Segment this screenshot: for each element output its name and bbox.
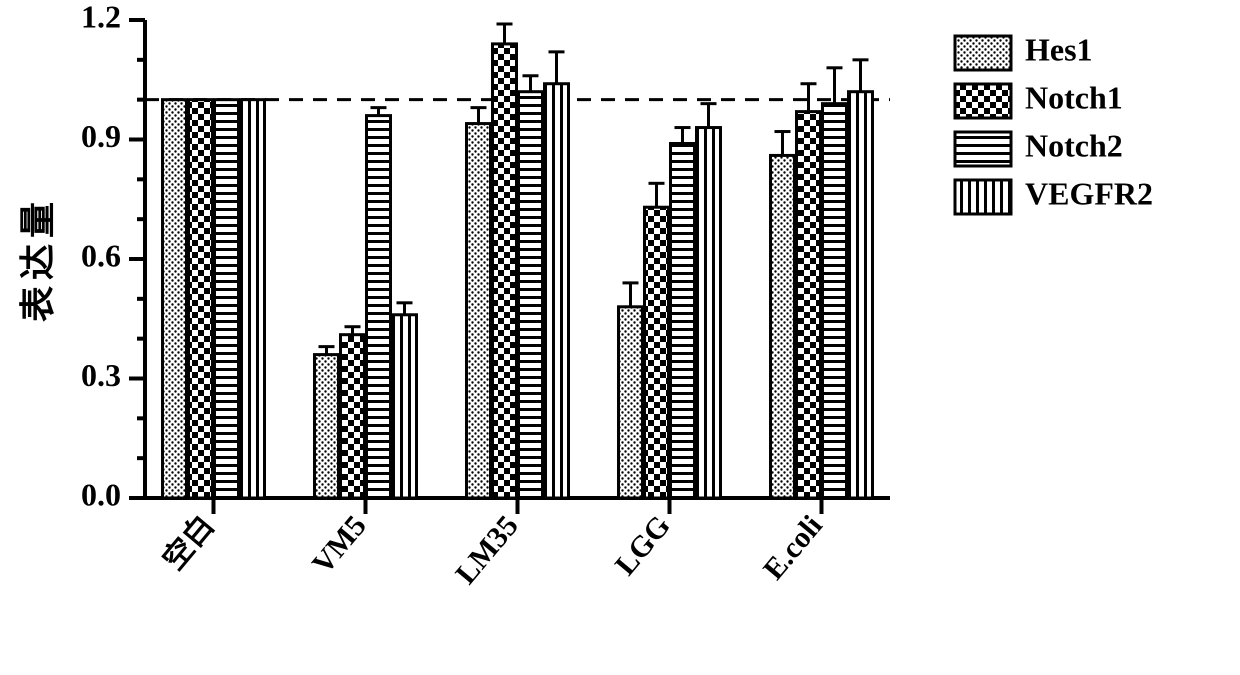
bar-chart: 0.0 0.3 0.6 0.9 1.2 表达量空白 VM5 LM35 LGG E.coli Hes1…	[0, 0, 1240, 675]
legend-swatch-Notch1	[955, 84, 1011, 118]
bar-VEGFR2	[545, 84, 569, 498]
axes: 0.0 0.3 0.6 0.9 1.2 表达量空白 VM5 LM35 LGG E.coli	[18, 0, 890, 591]
legend-swatch-Notch2	[955, 132, 1011, 166]
bar-Notch1	[645, 207, 669, 498]
bar-Notch2	[215, 100, 239, 498]
bar-Hes1	[467, 124, 491, 498]
y-tick-label: 0.9	[81, 118, 121, 154]
y-tick-label: 0.0	[81, 476, 121, 512]
x-tick-label: LM35	[449, 509, 525, 590]
legend-swatch-Hes1	[955, 36, 1011, 70]
bar-Notch1	[493, 44, 517, 498]
legend: Hes1 Notch1 Notch2 VEGFR2	[955, 31, 1153, 214]
bar-Notch1	[189, 100, 213, 498]
bar-Notch1	[341, 335, 365, 498]
legend-label: Notch2	[1025, 127, 1123, 163]
bar-Hes1	[771, 155, 795, 498]
legend-swatch-VEGFR2	[955, 180, 1011, 214]
bar-Notch2	[519, 92, 543, 498]
x-tick-label: E.coli	[757, 509, 829, 586]
chart-svg: 0.0 0.3 0.6 0.9 1.2 表达量空白 VM5 LM35 LGG E.coli Hes1…	[0, 0, 1240, 675]
bar-Notch2	[671, 143, 695, 498]
legend-label: Notch1	[1025, 79, 1123, 115]
bar-Hes1	[163, 100, 187, 498]
y-tick-label: 1.2	[81, 0, 121, 34]
bar-Notch2	[367, 116, 391, 498]
y-tick-label: 0.3	[81, 357, 121, 393]
bars-group	[163, 44, 873, 498]
legend-label: VEGFR2	[1025, 175, 1153, 211]
x-tick-label: 空白	[157, 509, 221, 576]
bar-VEGFR2	[697, 128, 721, 498]
x-tick-label: VM5	[306, 509, 373, 580]
bar-Notch2	[823, 104, 847, 498]
y-tick-label: 0.6	[81, 237, 121, 273]
legend-label: Hes1	[1025, 31, 1093, 67]
bar-Hes1	[619, 307, 643, 498]
bar-Notch1	[797, 112, 821, 498]
bar-VEGFR2	[393, 315, 417, 498]
bar-VEGFR2	[849, 92, 873, 498]
bar-Hes1	[315, 355, 339, 498]
x-tick-label: LGG	[609, 509, 677, 581]
bar-VEGFR2	[241, 100, 265, 498]
y-axis-label: 表达量	[18, 196, 58, 322]
